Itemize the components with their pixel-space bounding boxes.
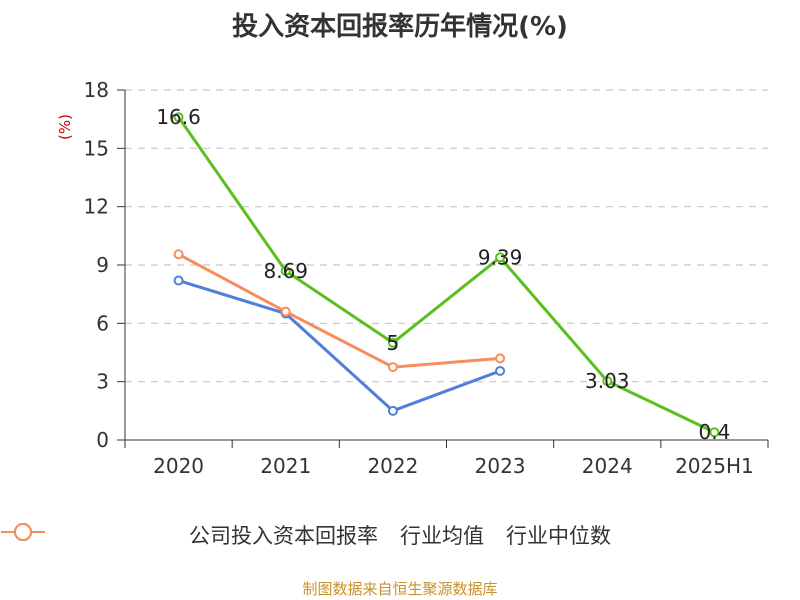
y-tick-label: 3 bbox=[96, 370, 109, 394]
y-tick-label: 18 bbox=[84, 78, 109, 102]
legend-item-industry-median[interactable]: 行业中位数 bbox=[1, 520, 611, 550]
y-axis-unit-label: (%) bbox=[56, 114, 74, 140]
x-tick-label: 2022 bbox=[367, 454, 418, 478]
series-line-0 bbox=[177, 116, 716, 434]
legend-item-company-roic[interactable]: 公司投入资本回报率 bbox=[1, 520, 378, 550]
y-tick-label: 6 bbox=[96, 311, 109, 335]
data-point-2 bbox=[495, 353, 506, 364]
data-label: 5 bbox=[387, 331, 400, 355]
x-tick-label: 2020 bbox=[153, 454, 204, 478]
data-point-2 bbox=[280, 306, 291, 317]
legend-label-company-roic: 公司投入资本回报率 bbox=[189, 524, 378, 548]
series-line-2 bbox=[177, 252, 501, 369]
y-tick-label: 12 bbox=[84, 195, 109, 219]
data-point-1 bbox=[387, 405, 398, 416]
data-label: 16.6 bbox=[156, 105, 201, 129]
legend-label-industry-median: 行业中位数 bbox=[506, 524, 611, 548]
data-point-1 bbox=[173, 275, 184, 286]
data-label: 0.4 bbox=[699, 420, 731, 444]
data-source-note: 制图数据来自恒生聚源数据库 bbox=[302, 580, 498, 598]
y-tick-label: 0 bbox=[96, 428, 109, 452]
data-point-0 bbox=[495, 252, 506, 263]
legend-item-industry-mean[interactable]: 行业均值 bbox=[1, 520, 484, 550]
y-tick-label: 15 bbox=[84, 136, 109, 160]
y-tick-label: 9 bbox=[96, 253, 109, 277]
data-point-2 bbox=[387, 362, 398, 373]
data-point-0 bbox=[280, 266, 291, 277]
data-point-2 bbox=[173, 249, 184, 260]
chart-title: 投入资本回报率历年情况(%) bbox=[232, 12, 568, 42]
legend-label-industry-mean: 行业均值 bbox=[400, 524, 484, 548]
data-point-0 bbox=[387, 337, 398, 348]
series-line-1 bbox=[178, 279, 501, 413]
data-point-0 bbox=[709, 427, 720, 438]
x-tick-label: 2024 bbox=[582, 454, 633, 478]
data-label: 8.69 bbox=[263, 259, 308, 283]
legend-marker-industry-median bbox=[1, 523, 45, 541]
x-tick-label: 2025H1 bbox=[675, 454, 754, 478]
data-label: 9.39 bbox=[478, 245, 523, 269]
data-label: 3.03 bbox=[585, 369, 630, 393]
x-tick-label: 2023 bbox=[475, 454, 526, 478]
chart-legend: 公司投入资本回报率 行业均值 行业中位数 bbox=[0, 520, 800, 550]
data-point-0 bbox=[602, 376, 613, 387]
data-point-0 bbox=[173, 112, 184, 123]
x-tick-label: 2021 bbox=[260, 454, 311, 478]
data-point-1 bbox=[495, 365, 506, 376]
